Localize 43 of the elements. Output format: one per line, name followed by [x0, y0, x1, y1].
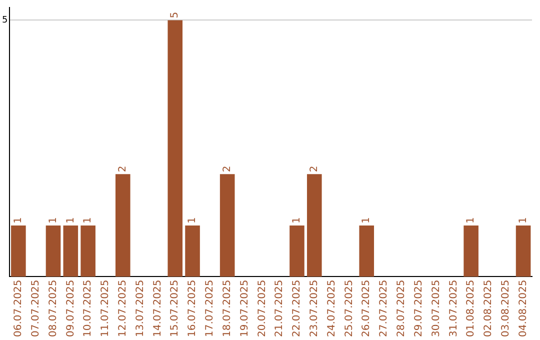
x-tick-label: 16.07.2025 — [187, 280, 198, 338]
x-tick-label: 14.07.2025 — [152, 280, 164, 338]
data-label: 5 — [170, 12, 181, 18]
data-label: 1 — [13, 217, 24, 224]
data-label: 2 — [117, 166, 128, 172]
data-label: 1 — [82, 217, 94, 224]
data-label: 1 — [48, 217, 59, 224]
x-tick-label: 17.07.2025 — [204, 280, 216, 338]
x-tick-label: 25.07.2025 — [344, 280, 355, 338]
data-label: 1 — [187, 217, 198, 224]
x-tick-label: 11.07.2025 — [100, 280, 112, 338]
x-tick-label: 12.07.2025 — [117, 280, 128, 338]
x-tick-label: 18.07.2025 — [222, 280, 233, 338]
x-tick-label: 04.08.2025 — [518, 280, 529, 338]
x-tick-label: 08.07.2025 — [48, 280, 59, 338]
data-label: 1 — [518, 217, 529, 224]
x-tick-label: 01.08.2025 — [466, 280, 477, 338]
x-tick-label: 07.07.2025 — [30, 280, 42, 338]
x-tick-label: 23.07.2025 — [308, 280, 320, 338]
data-label: 2 — [222, 166, 233, 172]
x-tick-label: 26.07.2025 — [361, 280, 372, 338]
x-tick-label: 30.07.2025 — [430, 280, 442, 338]
data-label: 1 — [466, 217, 477, 224]
x-tick-label: 03.08.2025 — [500, 280, 512, 338]
x-tick-label: 09.07.2025 — [65, 280, 76, 338]
x-tick-label: 21.07.2025 — [274, 280, 286, 338]
x-tick-label: 02.08.2025 — [483, 280, 494, 338]
data-label: 1 — [65, 217, 76, 224]
data-label: 2 — [308, 166, 320, 172]
x-tick-label: 10.07.2025 — [82, 280, 94, 338]
x-tick-label: 13.07.2025 — [134, 280, 146, 338]
x-tick-label: 24.07.2025 — [326, 280, 338, 338]
x-tick-label: 06.07.2025 — [13, 280, 24, 338]
data-label: 1 — [292, 217, 303, 224]
x-tick-label: 20.07.2025 — [256, 280, 268, 338]
data-label: 1 — [361, 217, 372, 224]
x-tick-label: 27.07.2025 — [378, 280, 390, 338]
x-tick-label: 22.07.2025 — [292, 280, 303, 338]
x-tick-label: 31.07.2025 — [448, 280, 460, 338]
x-tick-label: 29.07.2025 — [413, 280, 424, 338]
x-tick-label: 28.07.2025 — [396, 280, 408, 338]
x-tick-label: 15.07.2025 — [170, 280, 181, 338]
x-tick-label: 19.07.2025 — [239, 280, 250, 338]
